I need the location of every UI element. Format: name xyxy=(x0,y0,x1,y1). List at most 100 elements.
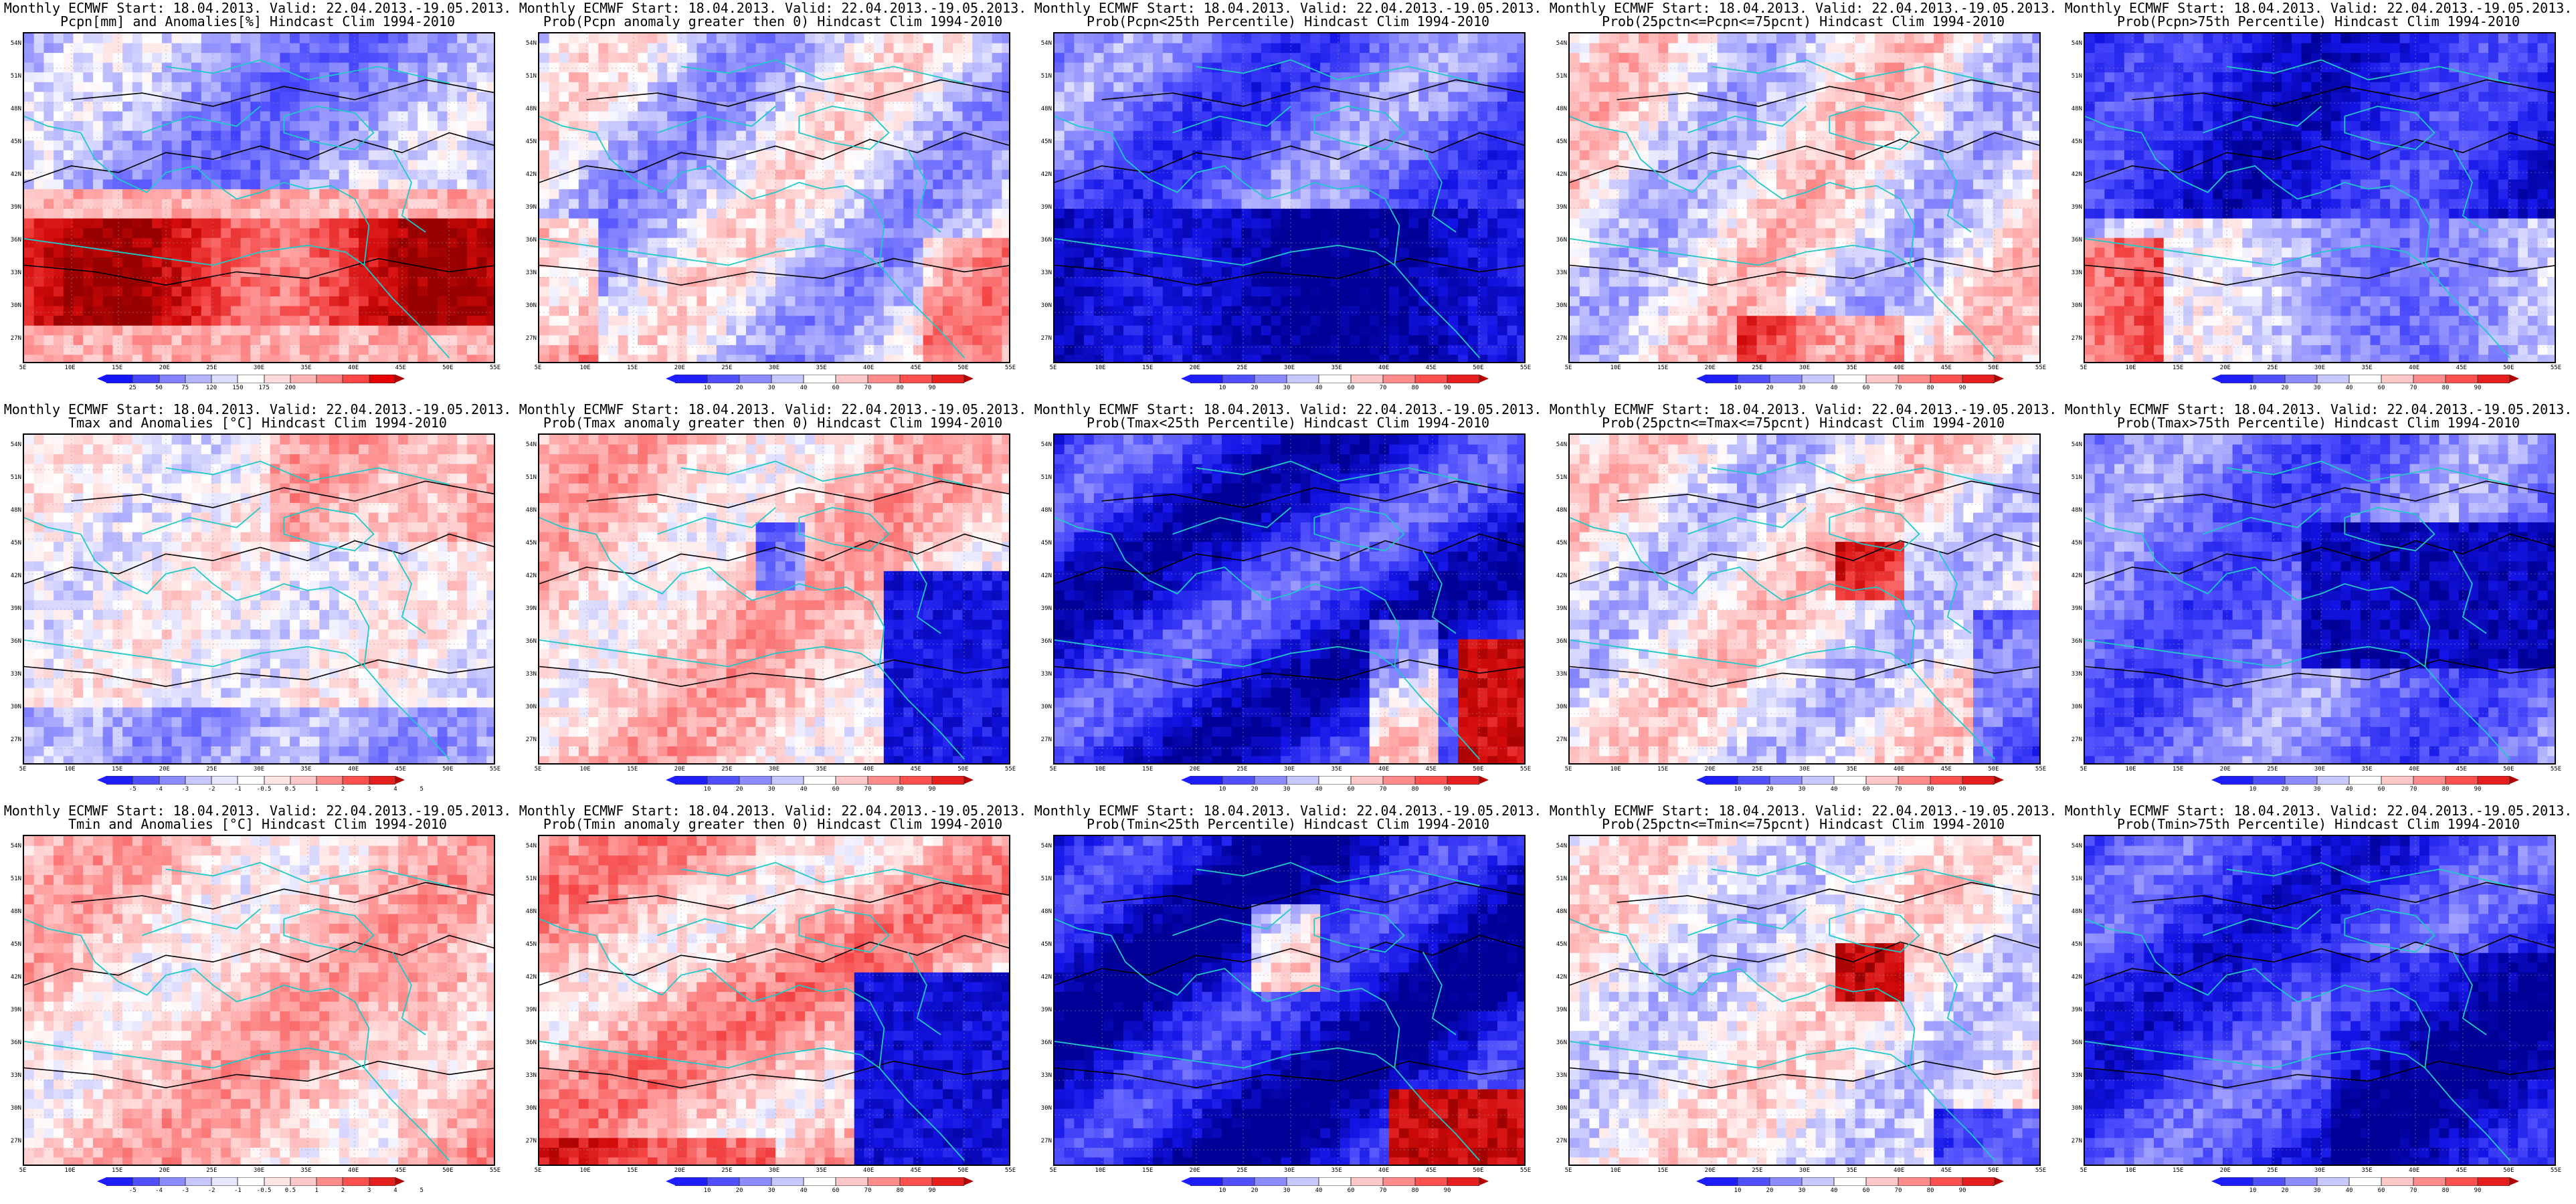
longitude-label: 30E xyxy=(1279,1167,1299,1174)
colorbar-segment xyxy=(900,375,932,383)
colorbar-segment xyxy=(1770,375,1802,383)
colorbar-segment xyxy=(1738,776,1770,785)
longitude-label: 40E xyxy=(858,766,879,773)
latitude-label: 33N xyxy=(517,671,537,678)
latitude-label: 48N xyxy=(1547,908,1567,915)
longitude-label: 20E xyxy=(670,766,690,773)
colorbar-high-arrow xyxy=(1995,1177,2004,1185)
colorbar-segment xyxy=(675,1177,707,1186)
colorbar-segment xyxy=(185,776,212,785)
colorbar-segment xyxy=(1866,375,1898,383)
longitude-label: 45E xyxy=(906,1167,926,1174)
colorbar-low-arrow xyxy=(2211,1177,2221,1185)
colorbar-segment xyxy=(1962,1177,1995,1186)
longitude-label: 20E xyxy=(2215,1167,2235,1174)
colorbar-segment xyxy=(739,1177,771,1186)
colorbar-tick-label: 40 xyxy=(2346,786,2353,793)
longitude-label: 10E xyxy=(2121,766,2141,773)
colorbar-low-arrow xyxy=(97,776,106,784)
colorbar-segment xyxy=(106,776,133,785)
colorbar-segment xyxy=(1447,375,1479,383)
colorbar-tick-label: 20 xyxy=(1251,1187,1259,1194)
latitude-label: 27N xyxy=(1,736,21,743)
colorbar-tick-label: 2 xyxy=(341,1187,345,1194)
colorbar-segment xyxy=(771,1177,804,1186)
longitude-label: 10E xyxy=(1606,365,1626,371)
latitude-label: 54N xyxy=(2062,441,2082,448)
colorbar-tick-label: -4 xyxy=(155,1187,163,1194)
map-field xyxy=(2084,835,2556,1166)
colorbar-segment xyxy=(316,375,343,383)
colorbar-segment xyxy=(1802,375,1834,383)
colorbar-ticks: 10 20 30 40 60 70 80 90 xyxy=(1190,786,1479,794)
colorbar-segment xyxy=(1962,776,1995,785)
colorbar-ticks: 10 20 30 40 60 70 80 90 xyxy=(2221,1187,2510,1195)
panel-title: Monthly ECMWF Start: 18.04.2013. Valid: … xyxy=(2061,804,2576,817)
colorbar-tick-label: 20 xyxy=(1251,786,1259,793)
longitude-label: 55E xyxy=(2031,766,2051,773)
colorbar-segment xyxy=(804,375,836,383)
longitude-label: 35E xyxy=(812,365,832,371)
colorbar-tick-label: 70 xyxy=(2410,1187,2417,1194)
longitude-label: 30E xyxy=(1795,766,1815,773)
latitude-label: 54N xyxy=(1032,843,1052,849)
longitude-label: 35E xyxy=(296,1167,316,1174)
longitude-label: 5E xyxy=(13,766,33,773)
longitude-label: 15E xyxy=(622,365,642,371)
colorbar xyxy=(2211,776,2519,785)
longitude-label: 35E xyxy=(296,766,316,773)
longitude-label: 35E xyxy=(1327,365,1347,371)
colorbar-high-arrow xyxy=(1479,776,1489,784)
colorbar-tick-label: 60 xyxy=(2378,385,2385,391)
longitude-label: 50E xyxy=(1468,766,1488,773)
colorbar-segment xyxy=(1222,375,1255,383)
longitude-label: 50E xyxy=(438,1167,458,1174)
latitude-label: 45N xyxy=(517,138,537,145)
colorbar xyxy=(1696,776,2004,785)
colorbar xyxy=(1181,1177,1489,1186)
panel-title: Monthly ECMWF Start: 18.04.2013. Valid: … xyxy=(1546,1,2061,15)
colorbar-tick-label: 30 xyxy=(1283,1187,1291,1194)
colorbar-segment xyxy=(900,1177,932,1186)
longitude-label: 30E xyxy=(249,365,269,371)
longitude-label: 55E xyxy=(485,1167,505,1174)
colorbar-segment xyxy=(1447,1177,1479,1186)
longitude-label: 30E xyxy=(1279,365,1299,371)
latitude-label: 27N xyxy=(1032,736,1052,743)
colorbar-ticks: 10 20 30 40 60 70 80 90 xyxy=(1706,385,1995,393)
longitude-label: 20E xyxy=(670,365,690,371)
colorbar-tick-label: 90 xyxy=(929,1187,936,1194)
longitude-label: 5E xyxy=(13,365,33,371)
colorbar-tick-label: 175 xyxy=(258,385,269,391)
longitude-label: 30E xyxy=(1795,365,1815,371)
colorbar-segment xyxy=(2221,375,2253,383)
map-field xyxy=(538,32,1010,363)
colorbar-tick-label: 90 xyxy=(1444,786,1451,793)
latitude-label: 45N xyxy=(2062,540,2082,546)
colorbar-segment xyxy=(707,1177,739,1186)
panel-title: Monthly ECMWF Start: 18.04.2013. Valid: … xyxy=(2061,1,2576,15)
colorbar-segment xyxy=(1415,1177,1447,1186)
longitude-label: 40E xyxy=(1374,766,1394,773)
latitude-label: 39N xyxy=(517,204,537,211)
colorbar-segment xyxy=(1319,776,1351,785)
latitude-label: 51N xyxy=(517,474,537,481)
colorbar-tick-label: 60 xyxy=(1863,1187,1870,1194)
latitude-label: 54N xyxy=(1032,40,1052,47)
longitude-label: 5E xyxy=(1558,365,1578,371)
colorbar-high-arrow xyxy=(395,1177,405,1185)
colorbar-segment xyxy=(343,776,369,785)
colorbar-segment xyxy=(932,1177,964,1186)
latitude-label: 51N xyxy=(1032,876,1052,882)
latitude-label: 42N xyxy=(517,974,537,981)
longitude-label: 50E xyxy=(2498,766,2518,773)
colorbar-ticks: 10 20 30 40 60 70 80 90 xyxy=(2221,385,2510,393)
latitude-label: 27N xyxy=(2062,736,2082,743)
colorbar-tick-label: 40 xyxy=(1315,385,1323,391)
colorbar-segment xyxy=(159,1177,185,1186)
map-panel: Monthly ECMWF Start: 18.04.2013. Valid: … xyxy=(2061,803,2576,1204)
panel-title: Monthly ECMWF Start: 18.04.2013. Valid: … xyxy=(515,804,1030,817)
colorbar-tick-label: 90 xyxy=(2474,385,2482,391)
latitude-label: 30N xyxy=(1032,1105,1052,1112)
colorbar-segment xyxy=(2317,375,2349,383)
